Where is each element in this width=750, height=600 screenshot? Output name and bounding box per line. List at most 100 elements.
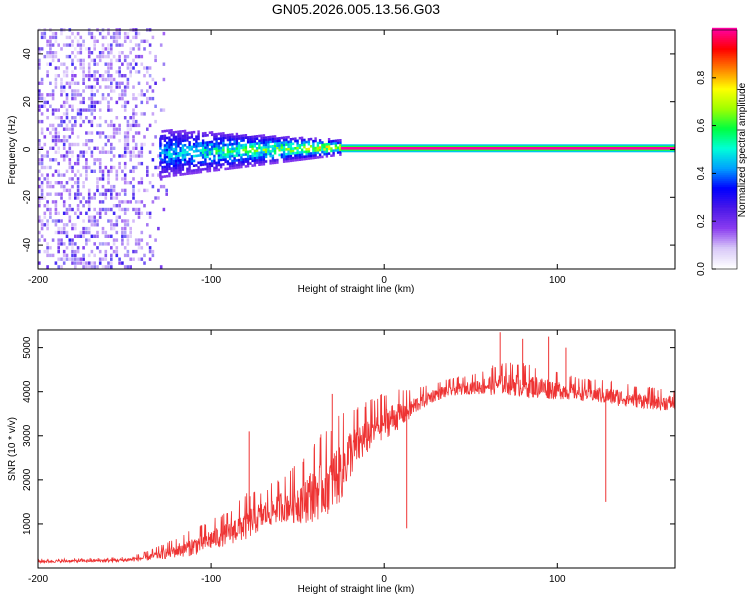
heatmap-cell (146, 100, 149, 105)
heatmap-cell (143, 135, 146, 139)
heatmap-cell (172, 174, 176, 177)
heatmap-cell (132, 96, 135, 101)
colorbar-step (712, 98, 737, 101)
heatmap-cell (132, 257, 135, 261)
heatmap-cell (289, 142, 293, 146)
heatmap-cell (325, 143, 329, 146)
heatmap-cell (126, 100, 130, 105)
heatmap-cell (65, 230, 69, 235)
heatmap-cell (137, 188, 141, 193)
heatmap-cell (195, 147, 198, 150)
heatmap-cell (68, 204, 72, 208)
heatmap-cell (168, 155, 171, 159)
heatmap-cell (226, 143, 230, 147)
colorbar-step (712, 72, 737, 75)
heatmap-cell (199, 161, 203, 164)
colorbar-step (712, 39, 737, 43)
heatmap-cell (165, 148, 169, 152)
heatmap-cell (123, 31, 127, 36)
heatmap-cell (204, 160, 207, 164)
heatmap-cell (101, 146, 105, 150)
heatmap-cell (62, 62, 66, 66)
heatmap-cell (93, 265, 96, 269)
heatmap-cell (190, 133, 194, 137)
colorbar-step (712, 90, 737, 93)
heatmap-cell (249, 140, 252, 144)
heatmap-cell (181, 149, 185, 152)
heatmap-cell (71, 39, 74, 43)
heatmap-cell (143, 253, 146, 258)
heatmap-cell (233, 135, 236, 138)
heatmap-cell (330, 154, 333, 157)
heatmap-cell (118, 93, 121, 97)
heatmap-cell (146, 242, 149, 246)
heatmap-cell (107, 177, 110, 181)
heatmap-cell (71, 246, 74, 250)
heatmap-cell (251, 145, 254, 148)
colorbar-step (712, 130, 737, 133)
heatmap-cell (76, 257, 80, 261)
heatmap-cell (115, 238, 119, 242)
heatmap-cell (334, 144, 338, 147)
heatmap-cell (115, 127, 119, 131)
heatmap-cell (210, 140, 214, 144)
heatmap-cell (307, 147, 311, 151)
heatmap-cell (146, 96, 149, 101)
heatmap-cell (82, 89, 85, 93)
heatmap-cell (213, 138, 216, 141)
heatmap-cell (312, 154, 315, 157)
heatmap-cell (65, 70, 69, 74)
colorbar-step (712, 134, 737, 137)
heatmap-cell (51, 35, 55, 40)
heatmap-cell (174, 159, 178, 163)
heatmap-cell (46, 165, 49, 170)
colorbar-step (712, 218, 737, 221)
heatmap-cell (190, 145, 194, 149)
colorbar-step (712, 86, 737, 89)
heatmap-cell (104, 47, 108, 51)
colorbar-step (712, 126, 737, 129)
heatmap-cell (183, 144, 187, 147)
heatmap-cell (240, 153, 243, 157)
heatmap-cell (201, 160, 205, 164)
heatmap-cell (62, 173, 66, 177)
heatmap-cell (285, 160, 288, 163)
heatmap-cell (132, 177, 135, 181)
heatmap-cell (183, 151, 187, 154)
heatmap-cell (74, 192, 77, 196)
heatmap-cell (85, 131, 88, 135)
heatmap-cell (163, 158, 167, 162)
heatmap-cell (98, 100, 102, 105)
heatmap-cell (38, 108, 41, 112)
heatmap-cell (262, 136, 266, 140)
heatmap-cell (260, 163, 263, 166)
heatmap-cell (79, 51, 83, 55)
heatmap-cell (183, 163, 187, 166)
colorbar-step (712, 43, 737, 47)
heatmap-cell (249, 135, 252, 139)
heatmap-cell (186, 134, 189, 137)
heatmap-cell (282, 136, 286, 139)
colorbar-step (712, 108, 737, 111)
heatmap-cell (51, 54, 55, 59)
heatmap-cell (201, 156, 205, 159)
snr-line (37, 362, 676, 565)
colorbar-step (712, 41, 737, 45)
heatmap-cell (269, 150, 272, 153)
heatmap-cell (287, 147, 290, 151)
heatmap-cell (68, 161, 72, 166)
heatmap-cell (170, 129, 173, 132)
heatmap-cell (46, 207, 49, 212)
heatmap-cell (249, 143, 252, 146)
heatmap-cell (68, 219, 72, 223)
heatmap-cell (112, 196, 116, 200)
heatmap-cell (210, 145, 214, 148)
heatmap-cell (62, 89, 66, 93)
heatmap-cell (62, 127, 66, 131)
heatmap-cell (123, 226, 127, 231)
heatmap-cell (140, 161, 144, 166)
heatmap-cell (110, 108, 113, 112)
heatmap-cell (271, 135, 275, 138)
heatmap-cell (65, 150, 69, 154)
heatmap-cell (183, 136, 187, 140)
